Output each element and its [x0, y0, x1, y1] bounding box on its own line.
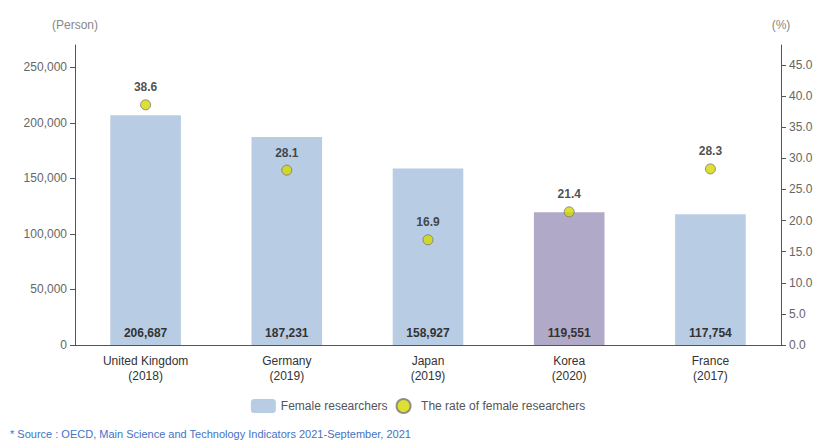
svg-text:0.0: 0.0 — [789, 338, 806, 352]
svg-text:158,927: 158,927 — [406, 326, 450, 340]
svg-text:40.0: 40.0 — [789, 89, 813, 103]
svg-text:(2020): (2020) — [552, 369, 587, 383]
svg-text:20.0: 20.0 — [789, 214, 813, 228]
svg-text:38.6: 38.6 — [134, 80, 158, 94]
svg-text:21.4: 21.4 — [558, 187, 582, 201]
svg-text:150,000: 150,000 — [24, 171, 68, 185]
svg-text:5.0: 5.0 — [789, 307, 806, 321]
svg-text:Japan: Japan — [412, 354, 445, 368]
svg-text:(2019): (2019) — [411, 369, 446, 383]
svg-text:117,754: 117,754 — [689, 326, 732, 340]
svg-text:The rate of female researchers: The rate of female researchers — [421, 399, 585, 413]
svg-text:50,000: 50,000 — [30, 282, 67, 296]
svg-text:187,231: 187,231 — [265, 326, 309, 340]
svg-text:25.0: 25.0 — [789, 182, 813, 196]
svg-text:Female researchers: Female researchers — [281, 399, 388, 413]
svg-text:* Source : OECD, Main Science: * Source : OECD, Main Science and Techno… — [10, 428, 411, 440]
svg-text:28.1: 28.1 — [275, 146, 299, 160]
svg-text:10.0: 10.0 — [789, 276, 813, 290]
svg-text:45.0: 45.0 — [789, 58, 813, 72]
svg-text:(%): (%) — [772, 18, 791, 32]
svg-text:16.9: 16.9 — [416, 215, 440, 229]
svg-text:200,000: 200,000 — [24, 116, 68, 130]
svg-text:15.0: 15.0 — [789, 245, 813, 259]
svg-text:(2019): (2019) — [269, 369, 304, 383]
svg-text:(2018): (2018) — [128, 369, 163, 383]
svg-text:(2017): (2017) — [693, 369, 728, 383]
svg-text:Germany: Germany — [262, 354, 311, 368]
svg-text:France: France — [692, 354, 730, 368]
svg-text:28.3: 28.3 — [699, 144, 723, 158]
svg-text:206,687: 206,687 — [124, 326, 168, 340]
svg-text:(Person): (Person) — [52, 18, 98, 32]
svg-text:0: 0 — [60, 338, 67, 352]
svg-text:United Kingdom: United Kingdom — [103, 354, 188, 368]
svg-text:100,000: 100,000 — [24, 227, 68, 241]
svg-text:Korea: Korea — [553, 354, 585, 368]
svg-text:119,551: 119,551 — [548, 326, 591, 340]
svg-text:30.0: 30.0 — [789, 151, 813, 165]
svg-text:250,000: 250,000 — [24, 60, 68, 74]
svg-text:35.0: 35.0 — [789, 120, 813, 134]
